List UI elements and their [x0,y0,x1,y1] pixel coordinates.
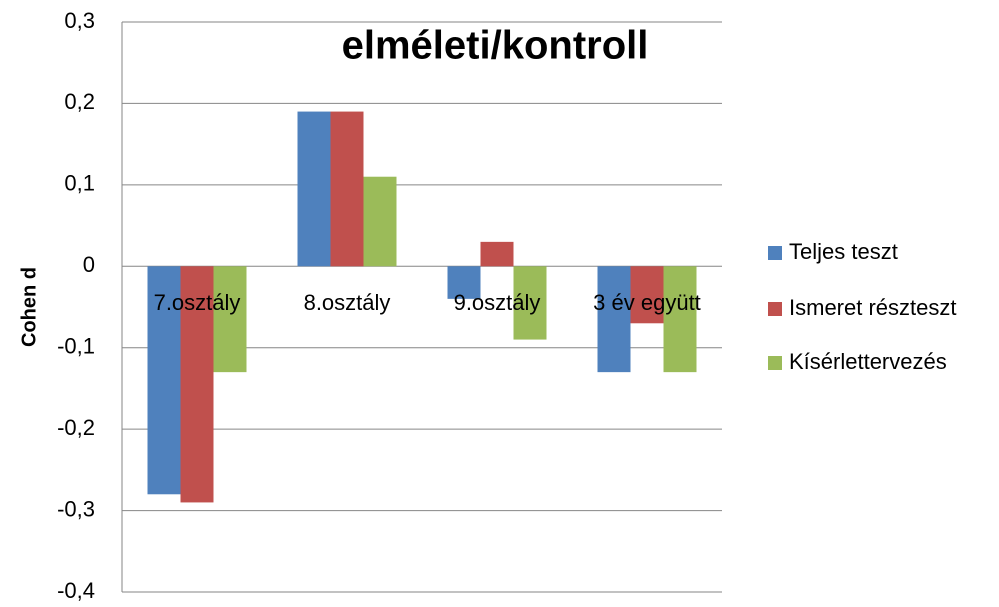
y-tick-label: 0 [83,252,95,277]
bar [213,266,247,373]
bar [447,266,481,299]
x-tick-label: 7.osztály [154,290,241,315]
y-tick-label: -0,1 [57,334,95,359]
y-tick-label: -0,3 [57,496,95,521]
y-tick-label: -0,2 [57,415,95,440]
legend-label: Kísérlettervezés [789,349,947,374]
bar [513,266,547,340]
x-tick-label: 3 év együtt [593,290,701,315]
legend-swatch [768,302,782,316]
x-tick-label: 9.osztály [454,290,541,315]
bar [663,266,697,373]
bar [147,266,181,495]
y-tick-label: -0,4 [57,578,95,603]
bar [180,266,214,503]
bar [597,266,631,373]
bar [330,111,364,267]
x-tick-label: 8.osztály [304,290,391,315]
bar [297,111,331,267]
bar [363,176,397,267]
y-tick-label: 0,3 [64,8,95,33]
y-axis-label: Cohen d [18,267,40,347]
legend-label: Teljes teszt [789,239,898,264]
y-tick-label: 0,1 [64,171,95,196]
legend-swatch [768,356,782,370]
y-tick-label: 0,2 [64,89,95,114]
bar [630,266,664,324]
bar [480,241,514,267]
legend-label: Ismeret részteszt [789,295,956,320]
chart-title: elméleti/kontroll [342,24,649,68]
legend-swatch [768,246,782,260]
